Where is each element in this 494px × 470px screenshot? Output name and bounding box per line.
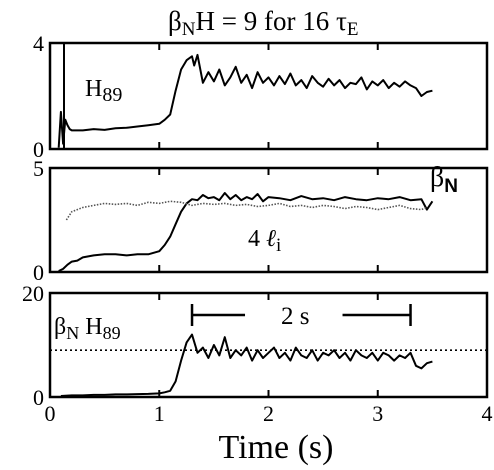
- interval-marker: 2 s: [190, 303, 412, 330]
- x-tick-label: 0: [45, 401, 56, 426]
- betan-label-base: β: [430, 162, 444, 193]
- li-label: 4 ℓi: [248, 226, 281, 256]
- x-axis-ticks: [49, 168, 488, 272]
- panel-betan-h89: 0 20 2 s βN H89: [22, 281, 489, 410]
- y-tick-label: 0: [33, 137, 44, 162]
- x-tick-label: 4: [482, 401, 493, 426]
- x-tick-labels: 0 1 2 3 4: [45, 401, 493, 426]
- series-line-βN: [58, 192, 434, 272]
- betan-h89-label: βN H89: [54, 314, 121, 343]
- panel-frame: [48, 291, 489, 399]
- interval-label: 2 s: [281, 303, 309, 330]
- x-axis-label: Time (s): [219, 429, 334, 466]
- plot-area: [60, 333, 433, 397]
- x-axis-ticks: [49, 293, 488, 397]
- y-tick-label: 0: [33, 260, 44, 285]
- li-label-num: 4: [248, 226, 266, 252]
- series-line-4-ℓi: [65, 200, 428, 221]
- panel-h89: 04 H89: [33, 31, 489, 162]
- x-tick-label: 1: [154, 401, 165, 426]
- li-label-ell: ℓ: [266, 226, 276, 252]
- y-axis-ticks: 04: [33, 31, 44, 162]
- title-beta: β: [168, 6, 182, 36]
- y-axis-ticks: 05: [33, 156, 44, 285]
- y-tick-label: 4: [33, 31, 44, 56]
- betan-h89-n-sub: N: [66, 323, 79, 343]
- title-mid: H = 9 for 16: [195, 6, 335, 36]
- li-label-sub: i: [276, 235, 281, 256]
- y-tick-label: 20: [22, 281, 44, 306]
- plot-area: [57, 53, 433, 148]
- betan-label: βN: [430, 162, 458, 197]
- betan-h89-sub: 89: [103, 323, 121, 343]
- figure-title: βNH = 9 for 16 τE: [168, 6, 358, 40]
- x-axis-ticks: [49, 43, 488, 149]
- y-axis-ticks: 0 20: [22, 281, 44, 410]
- betan-h89-h: H: [79, 314, 102, 340]
- title-tau: τ: [336, 6, 347, 36]
- plot-area: [58, 192, 434, 272]
- betan-h89-beta: β: [54, 314, 66, 340]
- title-e-sub: E: [347, 19, 359, 40]
- y-tick-label: 5: [33, 156, 44, 181]
- h89-label-base: H: [85, 76, 102, 102]
- series-line-H89: [57, 53, 433, 148]
- series-line-βN-H89: [60, 333, 433, 397]
- panel-betan-li: 05 βN 4 ℓi: [33, 156, 489, 285]
- h89-label-sub: 89: [102, 84, 122, 106]
- betan-label-sub: N: [444, 176, 458, 197]
- panel-frame: [48, 166, 489, 274]
- h89-label: H89: [85, 76, 122, 106]
- x-tick-label: 2: [263, 401, 274, 426]
- title-n-sub: N: [182, 19, 196, 40]
- y-tick-label: 0: [33, 385, 44, 410]
- x-tick-label: 3: [372, 401, 383, 426]
